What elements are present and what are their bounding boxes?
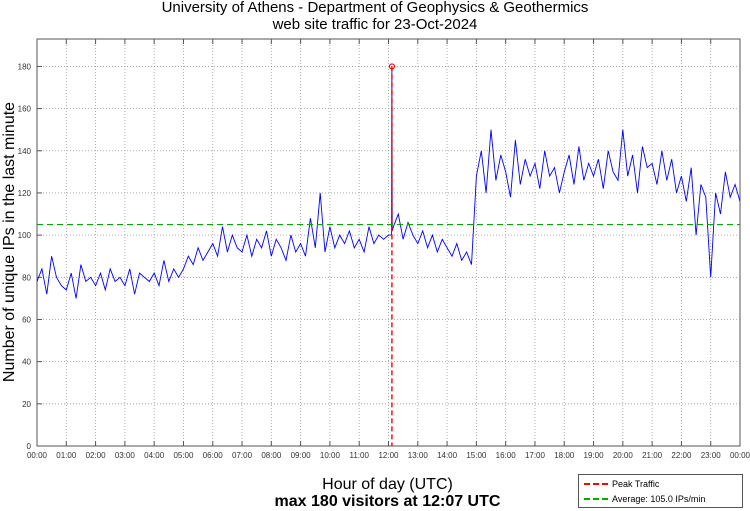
chart-title: University of Athens - Department of Geo… [161, 0, 589, 16]
y-tick-label: 20 [22, 400, 31, 409]
x-tick-label: 14:00 [437, 451, 458, 460]
y-tick-label: 40 [22, 358, 31, 367]
x-tick-label: 03:00 [115, 451, 136, 460]
x-tick-label: 01:00 [56, 451, 77, 460]
x-axis-label: Hour of day (UTC) [322, 476, 453, 493]
x-tick-label: 04:00 [144, 451, 165, 460]
y-tick-label: 0 [27, 442, 32, 451]
legend-peak-label: Peak Traffic [612, 478, 660, 489]
x-tick-label: 22:00 [671, 451, 692, 460]
x-tick-label: 08:00 [261, 451, 282, 460]
x-tick-label: 09:00 [291, 451, 312, 460]
legend: Peak Traffic Average: 105.0 IPs/min [578, 474, 743, 508]
x-tick-label: 02:00 [86, 451, 107, 460]
y-tick-label: 80 [22, 273, 31, 282]
x-tick-label: 19:00 [584, 451, 605, 460]
max-visitors-label: max 180 visitors at 12:07 UTC [274, 493, 501, 510]
x-tick-label: 05:00 [173, 451, 194, 460]
y-tick-label: 120 [18, 189, 32, 198]
legend-average-label: Average: 105.0 IPs/min [612, 493, 706, 504]
y-tick-label: 60 [22, 315, 31, 324]
x-tick-label: 17:00 [525, 451, 546, 460]
y-tick-label: 140 [18, 147, 32, 156]
y-tick-label: 100 [18, 231, 32, 240]
peak-marker [388, 63, 396, 70]
x-tick-label: 13:00 [408, 451, 429, 460]
x-tick-label: 15:00 [466, 451, 487, 460]
x-tick-label: 06:00 [203, 451, 224, 460]
legend-peak-swatch [584, 482, 608, 485]
x-tick-label: 10:00 [320, 451, 341, 460]
x-tick-label: 00:00 [730, 451, 750, 460]
x-tick-label: 23:00 [701, 451, 722, 460]
x-tick-label: 16:00 [496, 451, 517, 460]
x-tick-label: 20:00 [613, 451, 634, 460]
x-tick-label: 11:00 [349, 451, 369, 460]
y-tick-label: 180 [18, 62, 32, 71]
legend-average-swatch [584, 497, 608, 500]
chart-subtitle: web site traffic for 23-Oct-2024 [272, 16, 478, 33]
x-tick-label: 18:00 [554, 451, 575, 460]
x-tick-label: 12:00 [378, 451, 399, 460]
y-tick-label: 160 [18, 105, 32, 114]
x-tick-label: 21:00 [642, 451, 663, 460]
x-tick-label: 00:00 [27, 451, 48, 460]
x-tick-label: 07:00 [232, 451, 253, 460]
